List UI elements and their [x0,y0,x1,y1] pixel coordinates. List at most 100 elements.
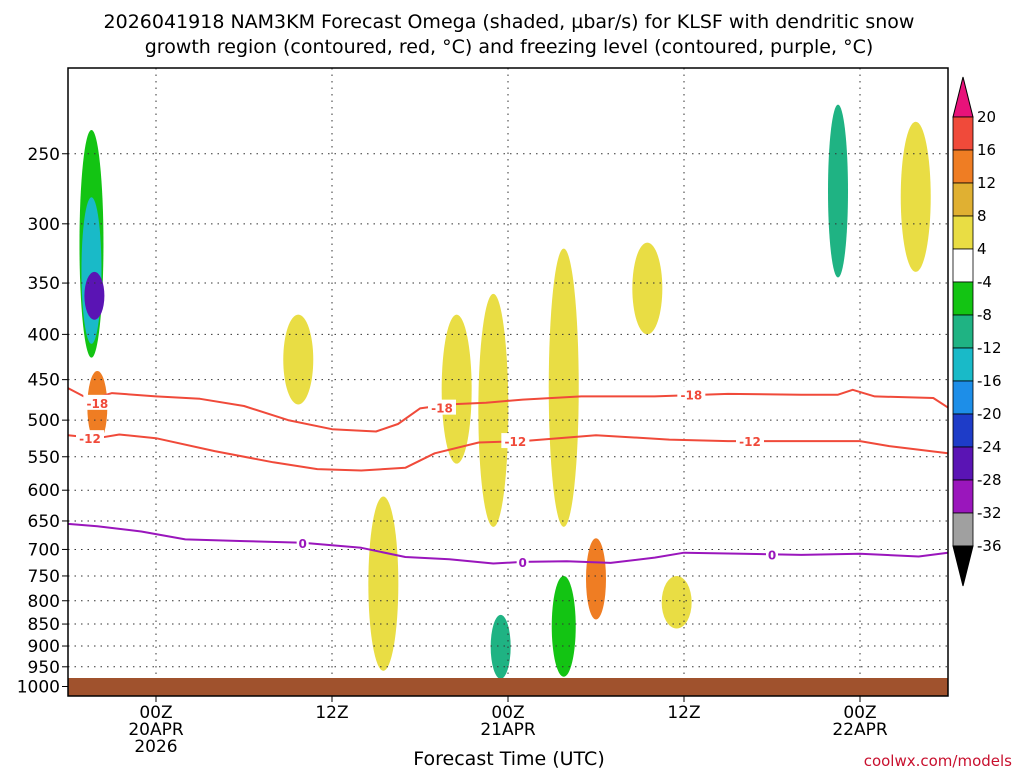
chart-title-line1: 2026041918 NAM3KM Forecast Omega (shaded… [104,11,915,33]
credit-link[interactable]: coolwx.com/models [864,752,1012,768]
omega-shading [79,104,931,679]
plot-area: -18 -18 -18 -12 -12 -12 0 0 0 [67,67,949,697]
x-tick-label-42-1: 12Z [667,703,700,723]
y-tick-label-400: 400 [28,325,60,345]
x-tick-label-6-3: 2026 [134,737,177,757]
colorbar-bottom-arrow [952,545,974,587]
omega-region-7 [441,314,472,464]
colorbar-label-14: -36 [977,537,1002,555]
colorbar-label-9: -16 [977,372,1002,390]
colorbar-label-11: -24 [977,438,1002,456]
colorbar-bin-9 [952,380,974,415]
y-tick-label-450: 450 [28,371,60,391]
y-tick-label-500: 500 [28,411,60,431]
contour-label-bg-1-2 [428,399,456,415]
omega-region-15 [828,104,848,278]
colorbar-label-13: -32 [977,504,1002,522]
colorbar-label-5: 4 [977,240,987,258]
colorbar-bin-3 [952,182,974,217]
omega-region-12 [586,538,606,620]
omega-region-2 [81,197,102,344]
contour-label-1-1: -18 [86,397,108,411]
y-tick-label-600: 600 [28,481,60,501]
colorbar-bin-8 [952,347,974,382]
colorbar-bin-5 [952,248,974,283]
colorbar: 20 16 12 8 4 -4 -8 -12 -16 -20 -24 -28 -32 -36 [952,76,1002,587]
colorbar-bin-1 [952,116,974,151]
omega-region-14 [661,575,692,629]
colorbar-label-10: -20 [977,405,1002,423]
colorbar-bin-7 [952,314,974,349]
x-tick-label-30-2: 21APR [480,720,536,740]
contour-label-bg-3-3 [766,546,778,562]
colorbar-bin-13 [952,512,974,547]
contour-label-3-1: 0 [298,537,306,551]
colorbar-bin-2 [952,149,974,184]
colorbar-label-12: -28 [977,471,1002,489]
colorbar-label-3: 12 [977,174,996,192]
x-tick-label-6-1: 00Z [139,703,172,723]
y-tick-label-350: 350 [28,274,60,294]
x-tick-label-6-2: 20APR [128,720,184,740]
temperature-contours: -18 -18 -18 -12 -12 -12 0 0 0 [67,386,949,570]
contour-label-bg-3-1 [296,534,309,550]
y-tick-label-900: 900 [28,637,60,657]
contour-line-2 [67,433,949,472]
contour-label-2-2: -12 [504,435,526,449]
omega-region-10 [548,248,579,527]
colorbar-label-6: -4 [977,273,992,291]
contour-label-1-3: -18 [680,389,702,403]
x-tick-label-18-1: 12Z [315,703,348,723]
x-tick-label-30-1: 00Z [491,703,524,723]
omega-region-16 [900,121,931,272]
contour-label-bg-2-3 [736,433,764,449]
colorbar-label-7: -8 [977,306,992,324]
y-tick-label-650: 650 [28,512,60,532]
contour-label-2-1: -12 [79,432,101,446]
colorbar-top-arrow [952,76,974,118]
colorbar-bin-10 [952,413,974,448]
colorbar-bin-6 [952,281,974,316]
y-tick-label-1000: 1000 [17,678,60,698]
contour-line-3 [67,522,949,565]
colorbar-bin-4 [952,215,974,250]
colorbar-label-4: 8 [977,207,987,225]
y-tick-label-300: 300 [28,215,60,235]
chart-title-line2: growth region (contoured, red, °C) and f… [145,36,874,58]
colorbar-label-1: 20 [977,108,996,126]
y-tick-label-950: 950 [28,658,60,678]
omega-region-11 [551,575,576,677]
y-tick-label-800: 800 [28,592,60,612]
y-tick-label-700: 700 [28,540,60,560]
ground-surface [68,678,948,696]
colorbar-label-8: -12 [977,339,1002,357]
contour-label-3-2: 0 [518,556,526,570]
contour-label-1-2: -18 [431,402,453,416]
omega-region-8 [478,293,509,527]
y-tick-label-850: 850 [28,615,60,635]
omega-region-9 [490,614,511,679]
contour-label-bg-1-1 [83,394,112,410]
x-tick-label-54-1: 00Z [843,703,876,723]
contour-label-bg-3-2 [516,553,529,569]
y-tick-label-550: 550 [28,448,60,468]
contour-label-bg-1-3 [677,386,706,402]
omega-region-6 [368,496,399,671]
contour-label-2-3: -12 [739,435,761,449]
omega-region-3 [84,271,105,320]
colorbar-bin-12 [952,479,974,514]
contour-label-3-3: 0 [768,548,776,562]
x-tick-label-54-2: 22APR [832,720,888,740]
contour-label-bg-2-1 [76,430,104,446]
colorbar-label-2: 16 [977,141,996,159]
contour-label-bg-2-2 [501,433,530,449]
y-axis: 2503003504004505005506006507007508008509… [17,145,68,698]
y-tick-label-750: 750 [28,567,60,587]
grid-lines [68,68,948,696]
y-tick-label-250: 250 [28,145,60,165]
omega-region-13 [632,242,663,335]
x-axis-label: Forecast Time (UTC) [413,748,604,768]
omega-region-5 [283,314,314,405]
